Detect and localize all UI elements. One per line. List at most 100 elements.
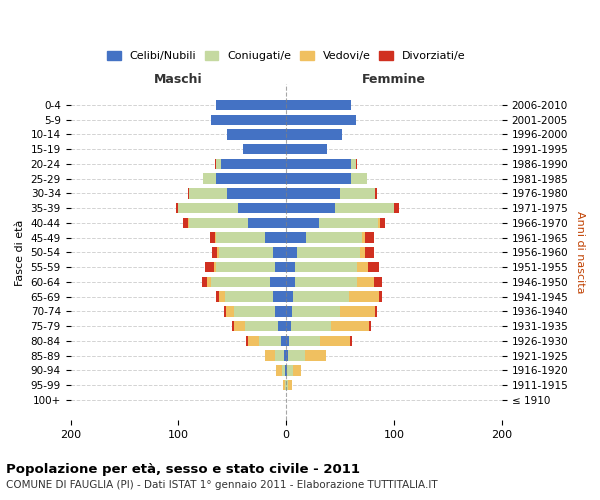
Bar bbox=[287, 365, 293, 376]
Bar bbox=[286, 144, 327, 154]
Bar bbox=[356, 158, 358, 169]
Bar bbox=[246, 336, 248, 346]
Bar bbox=[245, 321, 278, 332]
Bar bbox=[358, 262, 368, 272]
Bar bbox=[189, 218, 248, 228]
Bar bbox=[286, 114, 356, 125]
Bar bbox=[286, 188, 340, 198]
Bar bbox=[281, 336, 286, 346]
Bar bbox=[293, 365, 301, 376]
Bar bbox=[349, 292, 379, 302]
Bar bbox=[289, 336, 320, 346]
Bar bbox=[238, 203, 286, 213]
Bar bbox=[220, 292, 225, 302]
Bar bbox=[221, 158, 286, 169]
Bar bbox=[202, 276, 208, 287]
Bar bbox=[232, 321, 235, 332]
Bar bbox=[374, 306, 377, 316]
Bar bbox=[359, 247, 365, 258]
Bar bbox=[286, 350, 289, 361]
Bar bbox=[277, 365, 282, 376]
Bar bbox=[285, 380, 286, 390]
Bar bbox=[286, 232, 305, 243]
Bar bbox=[248, 218, 286, 228]
Bar bbox=[394, 203, 400, 213]
Bar bbox=[286, 380, 289, 390]
Bar bbox=[320, 336, 350, 346]
Bar bbox=[243, 144, 286, 154]
Bar bbox=[182, 218, 188, 228]
Bar bbox=[265, 232, 286, 243]
Bar bbox=[365, 247, 374, 258]
Text: Popolazione per età, sesso e stato civile - 2011: Popolazione per età, sesso e stato civil… bbox=[6, 462, 360, 475]
Bar bbox=[217, 247, 220, 258]
Bar bbox=[208, 276, 211, 287]
Bar bbox=[216, 158, 221, 169]
Bar bbox=[216, 262, 275, 272]
Bar bbox=[275, 306, 286, 316]
Bar bbox=[374, 188, 377, 198]
Bar bbox=[265, 350, 275, 361]
Bar bbox=[273, 292, 286, 302]
Bar bbox=[295, 262, 358, 272]
Bar bbox=[365, 232, 374, 243]
Bar bbox=[176, 203, 178, 213]
Bar bbox=[216, 100, 286, 110]
Bar bbox=[340, 188, 374, 198]
Bar bbox=[286, 336, 289, 346]
Text: Femmine: Femmine bbox=[362, 72, 426, 86]
Bar bbox=[340, 306, 374, 316]
Bar bbox=[286, 247, 297, 258]
Bar bbox=[270, 276, 286, 287]
Bar bbox=[351, 158, 356, 169]
Bar bbox=[286, 130, 342, 140]
Bar bbox=[350, 336, 352, 346]
Bar bbox=[214, 262, 216, 272]
Bar bbox=[286, 218, 319, 228]
Bar bbox=[292, 306, 340, 316]
Bar bbox=[289, 380, 292, 390]
Bar bbox=[188, 188, 189, 198]
Bar bbox=[286, 174, 351, 184]
Bar bbox=[283, 380, 285, 390]
Bar bbox=[188, 218, 189, 228]
Bar bbox=[235, 321, 245, 332]
Bar bbox=[235, 306, 275, 316]
Bar bbox=[335, 203, 394, 213]
Bar bbox=[209, 232, 215, 243]
Bar bbox=[203, 174, 216, 184]
Bar bbox=[379, 292, 382, 302]
Bar bbox=[278, 321, 286, 332]
Bar bbox=[293, 292, 349, 302]
Bar bbox=[286, 276, 295, 287]
Bar bbox=[259, 336, 281, 346]
Bar bbox=[273, 247, 286, 258]
Bar bbox=[351, 174, 367, 184]
Bar bbox=[331, 321, 369, 332]
Bar bbox=[275, 350, 284, 361]
Bar bbox=[227, 130, 286, 140]
Bar bbox=[216, 174, 286, 184]
Bar bbox=[286, 158, 351, 169]
Bar bbox=[189, 188, 227, 198]
Bar bbox=[289, 350, 305, 361]
Bar bbox=[295, 276, 358, 287]
Bar bbox=[286, 365, 287, 376]
Bar bbox=[211, 276, 270, 287]
Y-axis label: Anni di nascita: Anni di nascita bbox=[575, 211, 585, 294]
Bar bbox=[374, 276, 382, 287]
Bar bbox=[178, 203, 238, 213]
Bar bbox=[286, 203, 335, 213]
Bar bbox=[305, 232, 362, 243]
Bar bbox=[290, 321, 331, 332]
Bar bbox=[215, 232, 216, 243]
Bar bbox=[216, 232, 265, 243]
Bar bbox=[227, 188, 286, 198]
Bar bbox=[286, 100, 351, 110]
Bar bbox=[205, 262, 214, 272]
Bar bbox=[224, 306, 226, 316]
Bar bbox=[216, 292, 220, 302]
Text: Maschi: Maschi bbox=[154, 72, 203, 86]
Bar bbox=[297, 247, 359, 258]
Bar bbox=[248, 336, 259, 346]
